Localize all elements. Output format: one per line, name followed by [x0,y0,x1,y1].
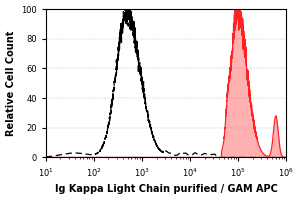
X-axis label: Ig Kappa Light Chain purified / GAM APC: Ig Kappa Light Chain purified / GAM APC [55,184,278,194]
Y-axis label: Relative Cell Count: Relative Cell Count [6,31,16,136]
